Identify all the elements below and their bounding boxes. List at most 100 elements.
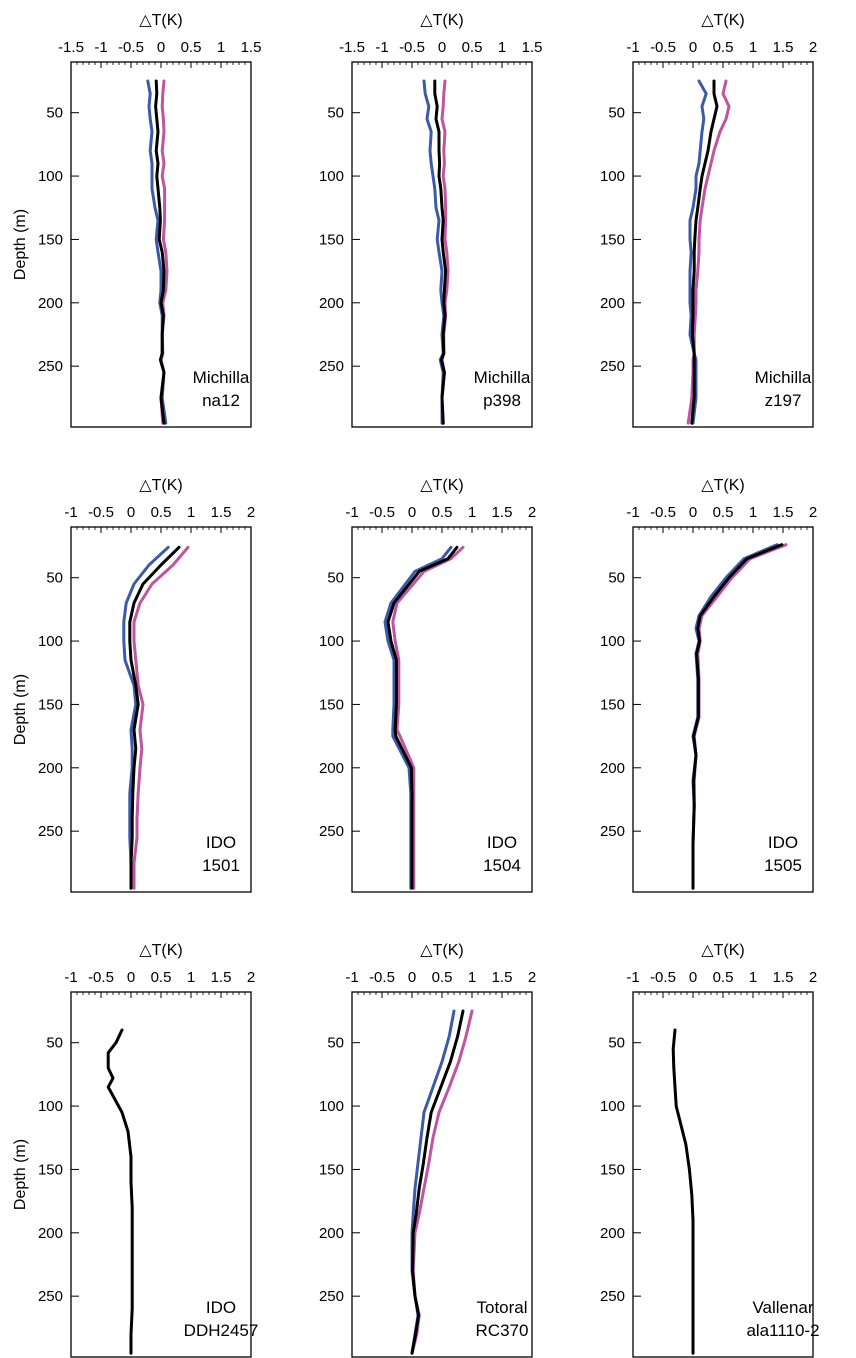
x-tick-label: 0.5 — [713, 504, 734, 521]
x-tick-label: 1 — [749, 504, 757, 521]
x-tick-label: 2 — [247, 969, 255, 986]
x-tick-label: 0 — [438, 39, 446, 56]
y-tick-label: 150 — [600, 1161, 625, 1178]
x-tick-label: -1 — [626, 969, 639, 986]
site-label-line: z197 — [765, 391, 802, 410]
x-axis-label: △T(K) — [420, 12, 463, 29]
series-line-1 — [424, 81, 444, 423]
site-label-line: Vallenar — [752, 1298, 813, 1317]
site-label-line: p398 — [483, 391, 521, 410]
x-axis-label: △T(K) — [701, 942, 744, 959]
y-tick-label: 100 — [600, 1098, 625, 1115]
x-tick-label: -0.5 — [650, 504, 676, 521]
x-tick-label: -0.5 — [88, 969, 114, 986]
y-tick-label: 250 — [319, 823, 344, 840]
x-tick-label: 2 — [247, 504, 255, 521]
x-tick-label: 1.5 — [773, 504, 794, 521]
site-label-line: DDH2457 — [184, 1321, 259, 1340]
site-label: IDO 1501 — [202, 833, 240, 875]
panel-3: -1 -0.5 0 0.5 1 1.5 2 △T(K) 50 100 150 200 250 Michil… — [600, 12, 817, 427]
x-tick-label: -1 — [626, 504, 639, 521]
x-tick-label: -0.5 — [650, 969, 676, 986]
y-tick-label: 200 — [38, 295, 63, 312]
x-tick-label: 1.5 — [773, 39, 794, 56]
x-axis-label: △T(K) — [139, 942, 182, 959]
site-label-line: IDO — [768, 833, 798, 852]
panel-8: -1 -0.5 0 0.5 1 1.5 2 △T(K) 50 100 150 200 250 Totora… — [319, 942, 536, 1357]
site-label-line: ala1110-2 — [746, 1321, 819, 1340]
x-tick-label: -0.5 — [369, 969, 395, 986]
x-axis-label: △T(K) — [139, 477, 182, 494]
x-tick-label: 0 — [408, 969, 416, 986]
series-line-2 — [393, 547, 463, 888]
y-tick-label: 250 — [38, 1288, 63, 1305]
x-tick-label: -0.5 — [88, 504, 114, 521]
x-tick-label: 1 — [749, 969, 757, 986]
x-tick-label: -1.5 — [339, 39, 365, 56]
panel-6: -1 -0.5 0 0.5 1 1.5 2△T(K)50100150200250IDO 150… — [600, 477, 817, 892]
x-tick-label: 0 — [689, 39, 697, 56]
x-tick-label: 0 — [127, 969, 135, 986]
x-tick-label: -1 — [64, 504, 77, 521]
x-tick-label: 1.5 — [492, 504, 513, 521]
panel-2: -1.5 -1 -0.5 0 0.5 1 1.5 △T(K) 50 100 150 200 250 Mic… — [319, 12, 542, 427]
x-tick-label: 1.5 — [492, 969, 513, 986]
site-label-line: RC370 — [476, 1321, 529, 1340]
x-tick-label: -0.5 — [650, 39, 676, 56]
y-tick-label: 100 — [319, 1098, 344, 1115]
site-label-line: IDO — [487, 833, 517, 852]
x-tick-label: 0.5 — [151, 969, 172, 986]
x-tick-label: 1.5 — [241, 39, 262, 56]
x-tick-label: 1 — [187, 504, 195, 521]
x-tick-label: 0 — [127, 504, 135, 521]
y-tick-label: 150 — [38, 1161, 63, 1178]
y-axis-label: Depth (m) — [12, 674, 29, 745]
site-label-line: Michilla — [755, 368, 812, 387]
y-tick-label: 50 — [327, 105, 344, 122]
x-tick-label: 2 — [809, 504, 817, 521]
y-tick-label: 200 — [38, 760, 63, 777]
y-tick-label: 50 — [327, 1035, 344, 1052]
site-label-line: 1504 — [483, 856, 521, 875]
x-tick-label: 1 — [187, 969, 195, 986]
site-label-line: 1505 — [764, 856, 802, 875]
panel-4: -1 -0.5 0 0.5 1 1.5 2△T(K)50100150200250Depth … — [12, 477, 255, 892]
y-tick-label: 100 — [600, 168, 625, 185]
y-tick-label: 250 — [600, 1288, 625, 1305]
x-tick-label: -1 — [345, 504, 358, 521]
panel-9: -1 -0.5 0 0.5 1 1.5 2 △T(K) 50 100 150 200 250 Vallen… — [600, 942, 820, 1357]
x-tick-label: 0 — [408, 504, 416, 521]
x-tick-label: 0.5 — [432, 969, 453, 986]
y-tick-label: 200 — [600, 1225, 625, 1242]
y-tick-label: 250 — [319, 1288, 344, 1305]
y-tick-label: 200 — [319, 760, 344, 777]
y-tick-label: 50 — [608, 1035, 625, 1052]
x-tick-label: -1.5 — [58, 39, 84, 56]
series-line-1 — [693, 545, 777, 889]
y-tick-label: 200 — [600, 295, 625, 312]
y-tick-label: 150 — [319, 1161, 344, 1178]
site-label-line: Totoral — [476, 1298, 527, 1317]
series-line-3 — [412, 1011, 463, 1353]
x-axis-label: △T(K) — [701, 12, 744, 29]
y-tick-label: 200 — [38, 1225, 63, 1242]
x-tick-label: 1.5 — [211, 504, 232, 521]
y-tick-label: 50 — [608, 105, 625, 122]
y-axis-label: Depth (m) — [12, 1139, 29, 1210]
x-tick-label: 0 — [689, 504, 697, 521]
panel-7: -1 -0.5 0 0.5 1 1.5 2 △T(K) 50 100 150 200 250 Depth … — [12, 942, 258, 1357]
series-line-3 — [692, 81, 717, 423]
x-tick-label: 0.5 — [462, 39, 483, 56]
site-label: Michilla na12 — [193, 368, 250, 410]
y-tick-label: 50 — [46, 570, 63, 587]
y-tick-label: 250 — [319, 358, 344, 375]
y-axis-label: Depth (m) — [12, 209, 29, 280]
x-tick-label: -1 — [94, 39, 107, 56]
y-tick-label: 250 — [600, 823, 625, 840]
y-tick-label: 200 — [319, 1225, 344, 1242]
x-tick-label: -0.5 — [369, 504, 395, 521]
site-label-line: na12 — [202, 391, 240, 410]
x-tick-label: 2 — [528, 969, 536, 986]
y-tick-label: 100 — [38, 168, 63, 185]
